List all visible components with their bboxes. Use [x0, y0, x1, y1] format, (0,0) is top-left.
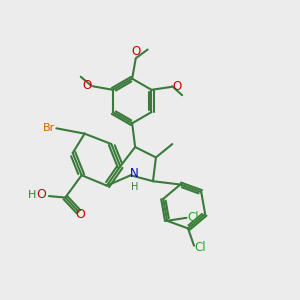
Text: Cl: Cl: [187, 211, 199, 224]
Text: Br: Br: [43, 123, 55, 133]
Text: H: H: [130, 182, 138, 192]
Text: H: H: [28, 190, 36, 200]
Text: N: N: [130, 167, 139, 180]
Text: O: O: [37, 188, 46, 201]
Text: Cl: Cl: [194, 241, 206, 254]
Text: O: O: [132, 45, 141, 58]
Text: O: O: [172, 80, 182, 93]
Text: O: O: [83, 79, 92, 92]
Text: O: O: [75, 208, 85, 221]
